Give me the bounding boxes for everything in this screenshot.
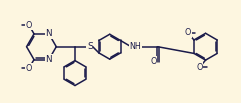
Text: NH: NH: [129, 42, 141, 51]
Text: S: S: [87, 42, 93, 51]
Text: O: O: [26, 21, 32, 30]
Text: N: N: [46, 55, 52, 64]
Text: O: O: [150, 57, 156, 66]
Text: O: O: [26, 64, 32, 73]
Text: O: O: [185, 28, 191, 37]
Text: N: N: [46, 29, 52, 38]
Text: O: O: [196, 63, 203, 72]
